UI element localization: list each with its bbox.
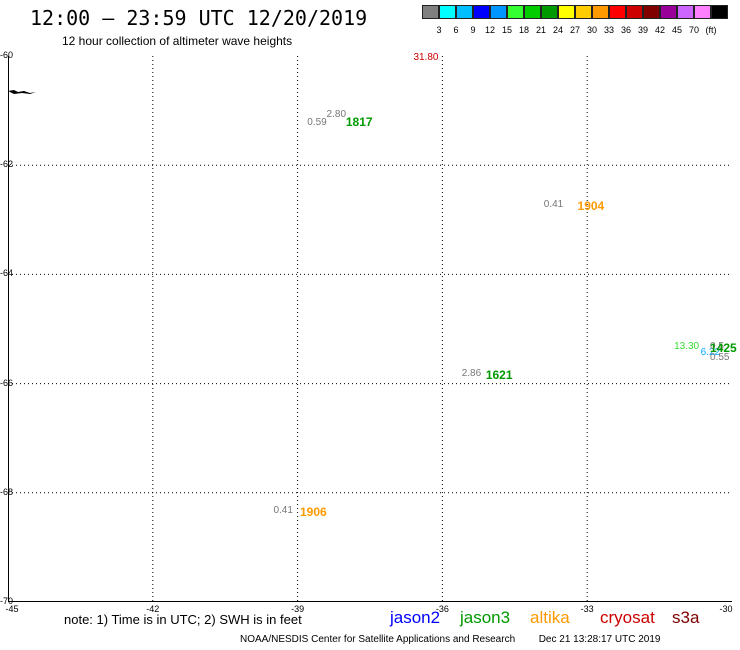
scale-label: 70 (688, 25, 700, 35)
pass-time-label: 1817 (345, 114, 373, 129)
latitude-label: -62 (0, 159, 14, 170)
longitude-label: -33 (580, 604, 594, 614)
map-subtitle: 12 hour collection of altimeter wave hei… (62, 34, 293, 48)
scale-label: 6 (453, 25, 459, 35)
scale-label: 30 (586, 25, 598, 35)
scale-label: 45 (671, 25, 683, 35)
island-coastline (8, 90, 36, 94)
scale-label: 15 (501, 25, 513, 35)
pass-time-label: 1904 (577, 199, 605, 214)
scale-swatch (422, 5, 439, 19)
scale-swatch (626, 5, 643, 19)
scale-swatch (524, 5, 541, 19)
map-grid (8, 56, 732, 602)
longitude-label: -39 (291, 604, 305, 614)
legend-cryosat: cryosat (600, 608, 655, 627)
scale-swatch (575, 5, 592, 19)
scale-label: 3 (436, 25, 442, 35)
latitude-label: -68 (0, 486, 14, 497)
scale-label: 18 (518, 25, 530, 35)
longitude-label: -36 (435, 604, 449, 614)
scale-swatch (643, 5, 660, 19)
pass-time-label: 1425 (710, 341, 737, 356)
wave-height-value: 2.86 (461, 368, 482, 380)
scale-swatch (694, 5, 711, 19)
scale-swatch (609, 5, 626, 19)
scale-label: 39 (637, 25, 649, 35)
pass-time-label: 1621 (485, 368, 513, 383)
longitude-label: -42 (146, 604, 160, 614)
scale-swatch (558, 5, 575, 19)
wave-height-value: 0.5 (710, 341, 724, 353)
map-frame (8, 56, 732, 602)
scale-swatch (677, 5, 694, 19)
scale-swatch (473, 5, 490, 19)
footer: NOAA/NESDIS Center for Satellite Applica… (240, 634, 660, 645)
scale-label: (ft) (705, 25, 717, 35)
legend-jason2: jason2 (390, 608, 441, 627)
wave-height-value: 0.55 (710, 352, 730, 364)
units-note: note: 1) Time is in UTC; 2) SWH is in fe… (64, 612, 302, 627)
scale-swatch (592, 5, 609, 19)
latitude-label: -60 (0, 50, 14, 60)
scale-swatch (660, 5, 677, 19)
legend-s3a: s3a (672, 608, 700, 627)
scale-swatch (456, 5, 473, 19)
scale-label: 42 (654, 25, 666, 35)
scale-swatch (711, 5, 728, 19)
latitude-label: -70 (0, 596, 14, 606)
latitude-label: -64 (0, 268, 14, 279)
scale-label: 12 (484, 25, 496, 35)
legend-altika: altika (530, 608, 570, 627)
scale-label: 27 (569, 25, 581, 35)
footer-timestamp: Dec 21 13:28:17 UTC 2019 (538, 634, 661, 645)
scale-label: 36 (620, 25, 632, 35)
wave-height-value: 0.59 (307, 117, 327, 129)
scale-swatch (490, 5, 507, 19)
footer-credit: NOAA/NESDIS Center for Satellite Applica… (240, 634, 516, 645)
wave-height-value: 0.41 (273, 504, 293, 516)
scale-label: 9 (470, 25, 476, 35)
scale-label: 24 (552, 25, 564, 35)
scale-label: 21 (535, 25, 547, 35)
wave-height-value: 0.41 (543, 199, 564, 211)
pass-time-label: 1906 (300, 504, 327, 519)
wave-height-value: 31.80 (413, 51, 439, 63)
wave-height-value: 13.30 (674, 341, 700, 353)
longitude-label: -30 (719, 604, 733, 614)
legend-jason3: jason3 (460, 608, 511, 627)
scale-label: 33 (603, 25, 615, 35)
scale-swatch (541, 5, 558, 19)
scale-swatch (507, 5, 524, 19)
wave-height-value: 6.22 (700, 346, 721, 358)
latitude-label: -66 (0, 377, 14, 388)
longitude-label: -45 (5, 604, 19, 614)
wave-height-value: 2.80 (326, 109, 347, 121)
map-title: 12:00 – 23:59 UTC 12/20/2019 (30, 6, 368, 30)
scale-swatch (439, 5, 456, 19)
